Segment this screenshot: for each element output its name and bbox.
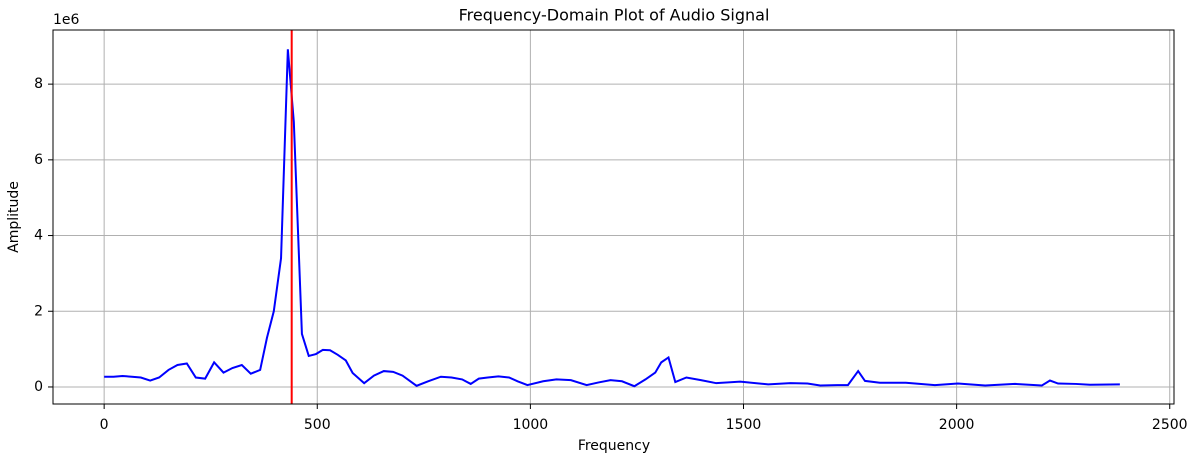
x-axis-label: Frequency <box>578 438 650 454</box>
x-tick-label: 2000 <box>939 417 975 433</box>
x-tick-label: 0 <box>100 417 109 433</box>
y-axis-label: Amplitude <box>6 181 22 253</box>
data-line <box>104 49 1120 388</box>
x-tick-label: 1500 <box>726 417 762 433</box>
y-tick-label: 8 <box>34 76 43 92</box>
x-tick-label: 2500 <box>1152 417 1188 433</box>
y-tick-label: 0 <box>34 379 43 395</box>
chart-title: Frequency-Domain Plot of Audio Signal <box>459 6 770 25</box>
y-tick-label: 2 <box>34 303 43 319</box>
plot-frame <box>52 29 1175 405</box>
x-tick-label: 1000 <box>513 417 549 433</box>
y-tick-label: 4 <box>34 228 43 244</box>
y-tick-label: 6 <box>34 152 43 168</box>
y-offset-label: 1e6 <box>53 12 80 28</box>
x-tick-label: 500 <box>304 417 331 433</box>
